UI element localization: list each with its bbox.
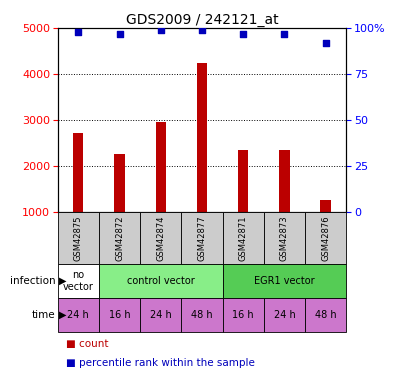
Text: ▶: ▶: [59, 276, 66, 286]
Text: 48 h: 48 h: [315, 310, 336, 320]
Point: [322, 40, 329, 46]
Text: ■ count: ■ count: [66, 339, 108, 350]
Bar: [181, 298, 222, 332]
Text: GSM42871: GSM42871: [239, 215, 248, 261]
Point: [158, 27, 164, 33]
Bar: [73, 133, 84, 212]
Bar: [181, 212, 222, 264]
Text: 16 h: 16 h: [109, 310, 131, 320]
Bar: [222, 212, 264, 264]
Bar: [264, 212, 305, 264]
Bar: [58, 298, 99, 332]
Title: GDS2009 / 242121_at: GDS2009 / 242121_at: [126, 13, 278, 27]
Bar: [305, 298, 346, 332]
Point: [281, 31, 288, 37]
Bar: [99, 298, 140, 332]
Bar: [140, 212, 181, 264]
Text: GSM42877: GSM42877: [197, 215, 207, 261]
Bar: [99, 212, 140, 264]
Text: ■ percentile rank within the sample: ■ percentile rank within the sample: [66, 358, 255, 368]
Text: 16 h: 16 h: [232, 310, 254, 320]
Text: no
vector: no vector: [63, 270, 94, 292]
Bar: [279, 150, 290, 212]
Bar: [140, 298, 181, 332]
Text: GSM42874: GSM42874: [156, 215, 165, 261]
Text: EGR1 vector: EGR1 vector: [254, 276, 315, 286]
Text: 24 h: 24 h: [67, 310, 89, 320]
Bar: [238, 150, 248, 212]
Text: 48 h: 48 h: [191, 310, 213, 320]
Bar: [197, 63, 207, 212]
Text: ▶: ▶: [59, 310, 66, 320]
Bar: [222, 298, 264, 332]
Bar: [114, 154, 125, 212]
Bar: [58, 264, 99, 298]
Point: [199, 27, 205, 33]
Text: GSM42876: GSM42876: [321, 215, 330, 261]
Bar: [305, 212, 346, 264]
Bar: [58, 212, 99, 264]
Text: infection: infection: [10, 276, 56, 286]
Bar: [264, 298, 305, 332]
Text: time: time: [32, 310, 56, 320]
Text: control vector: control vector: [127, 276, 195, 286]
Point: [75, 29, 82, 35]
Bar: [156, 122, 166, 212]
Text: 24 h: 24 h: [273, 310, 295, 320]
Point: [240, 31, 246, 37]
Bar: [320, 200, 331, 212]
Text: GSM42875: GSM42875: [74, 215, 83, 261]
Text: GSM42872: GSM42872: [115, 215, 124, 261]
Text: 24 h: 24 h: [150, 310, 172, 320]
Point: [116, 31, 123, 37]
Bar: [222, 264, 346, 298]
Text: GSM42873: GSM42873: [280, 215, 289, 261]
Bar: [99, 264, 222, 298]
